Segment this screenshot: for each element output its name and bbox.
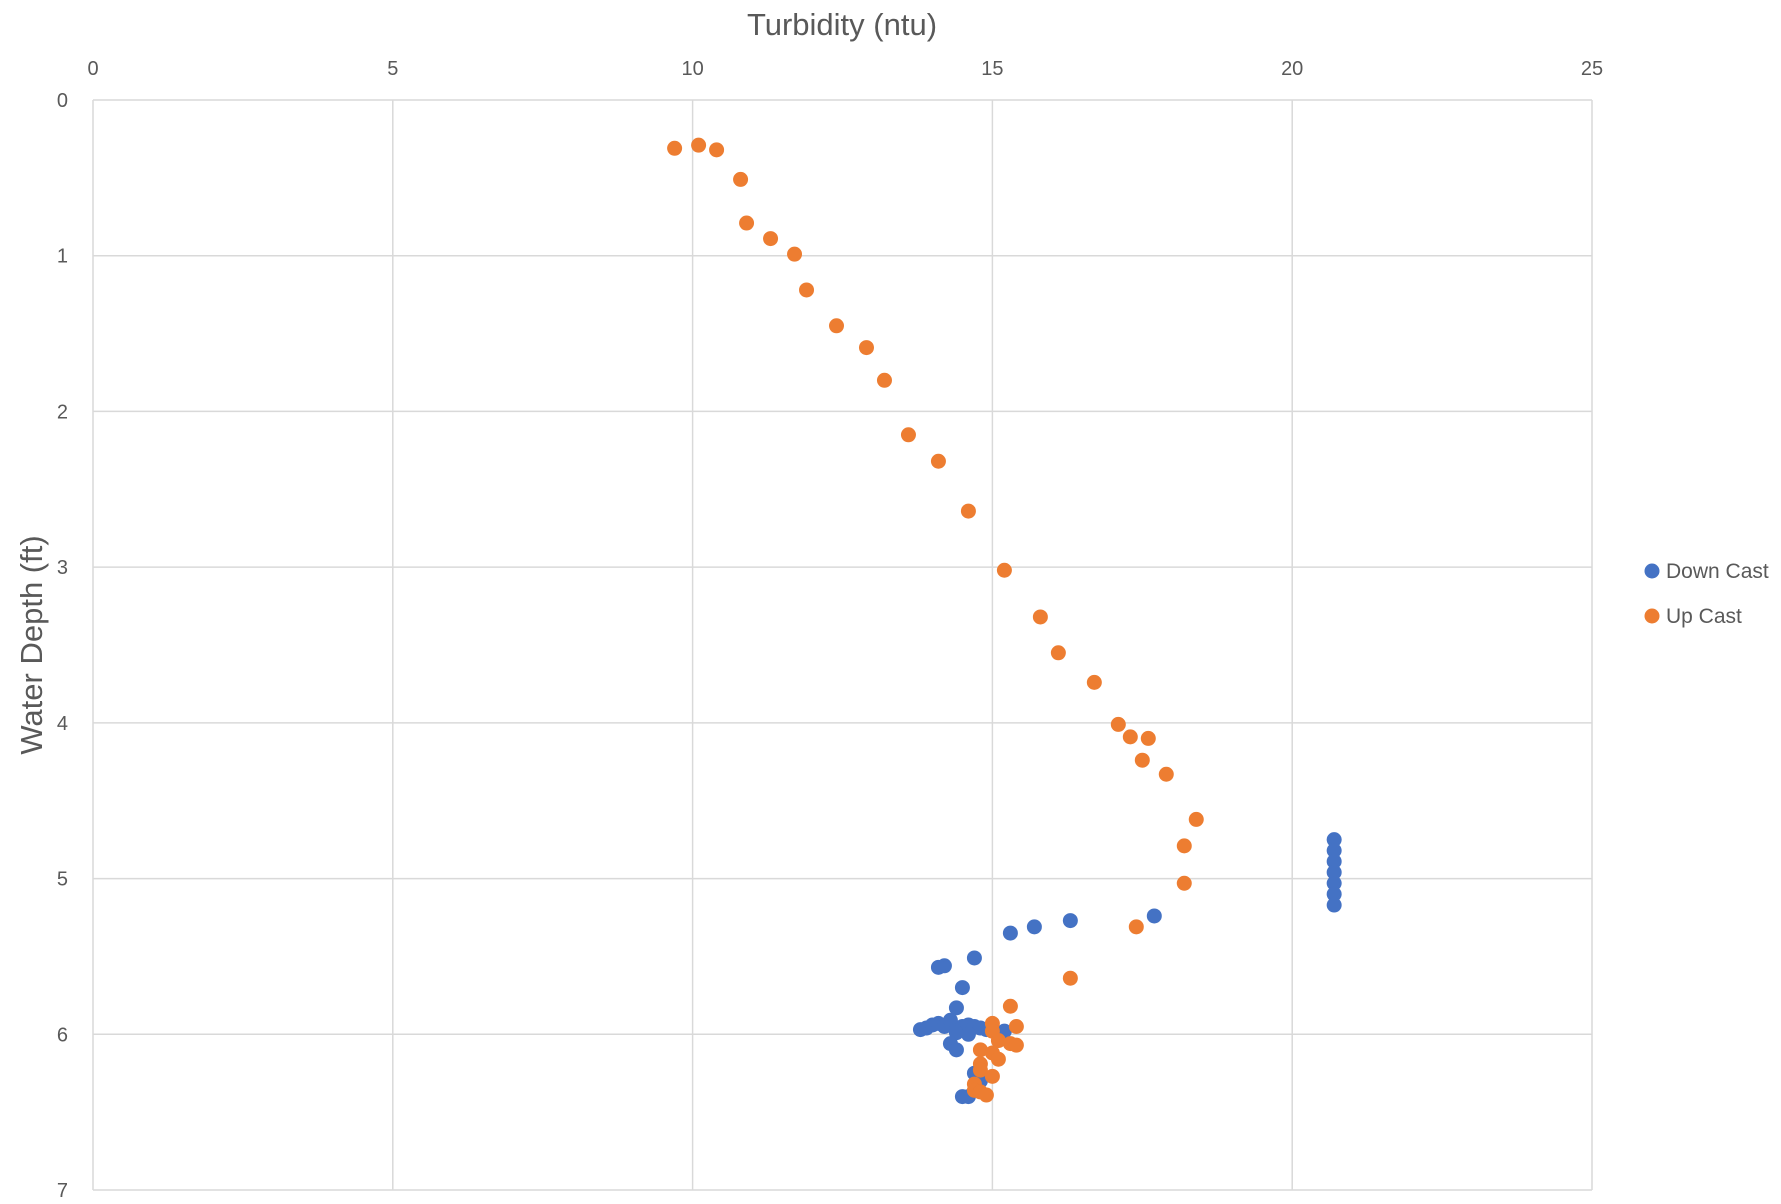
data-point xyxy=(948,1000,964,1016)
y-tick-label: 4 xyxy=(57,713,68,735)
x-tick-label: 15 xyxy=(981,58,1003,80)
data-point xyxy=(954,980,970,996)
x-tick-label: 10 xyxy=(681,58,703,80)
data-point xyxy=(1140,730,1156,746)
y-tick-label: 7 xyxy=(57,1180,68,1199)
data-point xyxy=(1146,908,1162,924)
legend: Down Cast Up Cast xyxy=(1644,560,1769,628)
data-point xyxy=(972,1062,988,1078)
x-tick-label: 0 xyxy=(87,58,98,80)
x-tick-label: 5 xyxy=(387,58,398,80)
data-point xyxy=(930,959,946,975)
data-point xyxy=(709,142,725,158)
data-point xyxy=(1326,864,1342,880)
data-point xyxy=(1176,838,1192,854)
data-point xyxy=(1002,998,1018,1014)
data-point xyxy=(763,231,779,247)
x-axis-title: Turbidity (ntu) xyxy=(747,7,937,42)
data-point xyxy=(1326,843,1342,859)
data-point xyxy=(1110,716,1126,732)
data-point xyxy=(966,950,982,966)
data-point xyxy=(1086,674,1102,690)
data-point xyxy=(1122,729,1138,745)
data-points xyxy=(667,137,1342,1105)
data-point xyxy=(829,318,845,334)
data-point xyxy=(787,246,803,262)
data-point xyxy=(900,427,916,443)
y-tick-label: 3 xyxy=(57,557,68,579)
data-point xyxy=(1326,897,1342,913)
data-point xyxy=(990,1051,1006,1067)
y-tick-label: 6 xyxy=(57,1024,68,1046)
data-point xyxy=(1026,919,1042,935)
legend-marker xyxy=(1644,608,1660,624)
y-axis-title: Water Depth (ft) xyxy=(14,535,49,754)
data-point xyxy=(1008,1037,1024,1053)
y-tick-label: 1 xyxy=(57,246,68,268)
data-point xyxy=(1326,875,1342,891)
data-point xyxy=(1158,766,1174,782)
data-point xyxy=(1326,832,1342,848)
data-point xyxy=(960,1026,976,1042)
grid xyxy=(92,99,1593,1191)
data-point xyxy=(1128,919,1144,935)
data-point xyxy=(1326,853,1342,869)
data-point xyxy=(799,282,815,298)
data-point xyxy=(984,1068,1000,1084)
data-point xyxy=(1062,970,1078,986)
data-point xyxy=(691,137,707,153)
data-point xyxy=(990,1033,1006,1049)
legend-label: Up Cast xyxy=(1666,605,1742,628)
data-point xyxy=(1050,645,1066,661)
data-point xyxy=(1176,875,1192,891)
x-tick-label: 20 xyxy=(1281,58,1303,80)
data-point xyxy=(876,372,892,388)
y-tick-label: 5 xyxy=(57,869,68,891)
data-point xyxy=(858,340,874,356)
data-point xyxy=(1032,609,1048,625)
data-point xyxy=(733,171,749,187)
tick-labels: 0 5 10 15 20 25 0 1 2 3 4 5 6 7 xyxy=(57,58,1603,1202)
legend-label: Down Cast xyxy=(1666,560,1769,583)
data-point xyxy=(1326,886,1342,902)
data-point xyxy=(996,562,1012,578)
data-point xyxy=(930,453,946,469)
legend-marker xyxy=(1644,563,1660,579)
x-tick-label: 25 xyxy=(1581,58,1603,80)
data-point xyxy=(960,503,976,519)
y-tick-label: 0 xyxy=(57,90,68,112)
y-tick-label: 2 xyxy=(57,401,68,423)
data-point xyxy=(978,1087,994,1103)
data-point xyxy=(1062,913,1078,929)
data-point xyxy=(667,140,683,156)
data-point xyxy=(1134,752,1150,768)
data-point xyxy=(948,1042,964,1058)
data-point xyxy=(972,1042,988,1058)
data-point xyxy=(1002,925,1018,941)
data-point xyxy=(739,215,755,231)
data-point xyxy=(1008,1019,1024,1034)
data-point xyxy=(1188,811,1204,827)
